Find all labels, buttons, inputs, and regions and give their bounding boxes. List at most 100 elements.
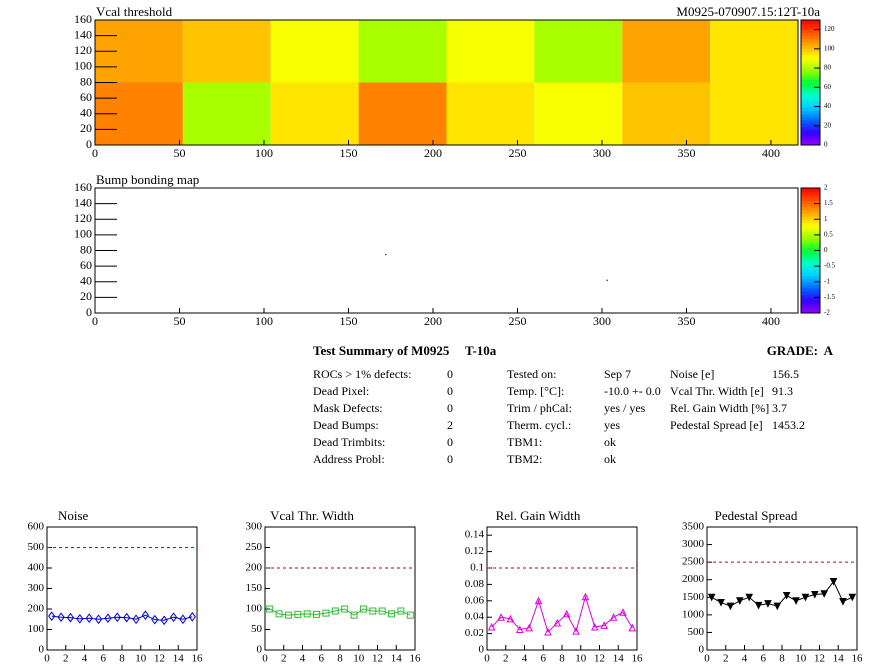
y-tick-label: 1000 — [682, 608, 705, 620]
marker — [707, 593, 716, 602]
summary-label: Dead Pixel: — [313, 384, 369, 398]
marker — [600, 621, 608, 629]
color-bar-band — [801, 38, 820, 43]
y-tick-label: 0.02 — [465, 627, 484, 639]
marker — [388, 610, 396, 618]
x-tick-label: 350 — [677, 146, 695, 160]
y-tick-label: 0.04 — [465, 611, 485, 623]
marker — [487, 622, 496, 631]
marker — [745, 593, 753, 602]
x-tick-label: 300 — [593, 314, 611, 328]
color-bar-band — [801, 110, 820, 115]
heatmap-cell — [446, 20, 535, 83]
y-tick-label: 0 — [479, 644, 485, 656]
color-bar-band — [801, 281, 820, 286]
y-tick-label: 80 — [80, 74, 92, 88]
y-tick-label: 300 — [246, 521, 263, 533]
x-tick-label: 8 — [559, 653, 565, 665]
marker — [179, 614, 187, 625]
y-tick-label: 120 — [74, 211, 92, 225]
marker — [572, 627, 580, 635]
marker — [313, 610, 321, 618]
marker — [792, 597, 800, 605]
color-bar-band — [801, 23, 820, 27]
y-tick-label: 0.06 — [465, 594, 485, 606]
summary-label: ROCs > 1% defects: — [313, 367, 411, 381]
color-bar-band — [801, 113, 820, 118]
color-bar-band — [801, 135, 820, 140]
color-bar-band — [801, 209, 820, 214]
marker — [591, 622, 599, 631]
z-tick-label: 20 — [824, 121, 832, 129]
summary-value: 156.5 — [772, 367, 799, 381]
y-tick-label: 3500 — [682, 521, 705, 533]
summary-label: Therm. cycl.: — [507, 418, 571, 432]
z-tick-label: 40 — [824, 102, 832, 110]
x-tick-label: 4 — [742, 653, 748, 665]
y-tick-label: 250 — [246, 541, 263, 553]
z-tick-label: 100 — [824, 44, 835, 52]
summary-label: Pedestal Spread [e] — [670, 418, 763, 432]
x-tick-label: 0 — [262, 653, 268, 665]
x-tick-label: 4 — [300, 653, 306, 665]
marker — [829, 577, 838, 586]
color-bar-band — [801, 222, 820, 226]
z-tick-label: 0 — [824, 246, 828, 254]
marker — [141, 610, 150, 620]
summary-value: 0 — [447, 452, 453, 466]
x-tick-label: 50 — [173, 146, 185, 160]
z-tick-label: -1 — [824, 277, 830, 285]
color-bar-band — [801, 300, 820, 305]
marker — [397, 607, 405, 615]
summary-value: 0 — [447, 435, 453, 449]
x-tick-label: 6 — [319, 653, 325, 665]
grade-label: GRADE: — [767, 343, 818, 358]
y-tick-label: 0.1 — [470, 562, 484, 574]
summary-label: Mask Defects: — [313, 401, 383, 415]
y-tick-label: 40 — [80, 274, 92, 288]
marker — [764, 600, 772, 608]
marker — [801, 593, 810, 602]
summary-label: Trim / phCal: — [507, 401, 572, 415]
summary-test: T-10a — [465, 343, 497, 358]
chart-title: Vcal threshold — [96, 4, 173, 19]
summary-value: 0 — [447, 384, 453, 398]
color-bar-band — [801, 269, 820, 273]
x-tick-label: 400 — [762, 314, 780, 328]
heatmap-cell — [534, 20, 623, 83]
color-bar-band — [801, 256, 820, 261]
color-bar-band — [801, 79, 820, 83]
y-tick-label: 200 — [246, 562, 263, 574]
x-tick-label: 150 — [339, 146, 357, 160]
summary-value: 0 — [447, 367, 453, 381]
marker — [848, 593, 857, 602]
marker — [497, 613, 505, 621]
y-tick-label: 0.08 — [465, 578, 485, 590]
color-bar-band — [801, 278, 820, 283]
marker — [160, 615, 168, 626]
y-tick-label: 3000 — [682, 538, 705, 550]
chart-title: Pedestal Spread — [715, 508, 798, 523]
pixel-point — [606, 279, 608, 281]
marker — [628, 623, 637, 632]
color-bar-band — [801, 70, 820, 74]
summary-value: 2 — [447, 418, 453, 432]
marker — [94, 614, 103, 625]
marker — [322, 609, 330, 617]
marker — [341, 605, 349, 613]
marker — [76, 614, 84, 624]
heatmap-cell — [358, 20, 447, 83]
marker — [506, 614, 515, 623]
marker — [66, 612, 75, 623]
x-tick-label: 2 — [503, 653, 509, 665]
marker — [359, 605, 367, 613]
color-bar-band — [801, 309, 820, 314]
z-tick-label: 80 — [824, 64, 832, 72]
y-tick-label: 500 — [688, 626, 705, 638]
x-tick-label: 4 — [82, 653, 88, 665]
series-line — [711, 580, 853, 607]
x-tick-label: 250 — [508, 314, 526, 328]
color-bar-band — [801, 66, 820, 71]
y-tick-label: 40 — [80, 106, 92, 120]
